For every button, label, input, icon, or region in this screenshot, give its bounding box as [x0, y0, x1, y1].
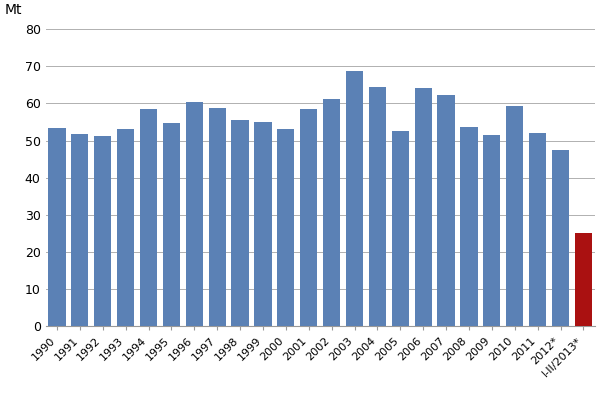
Bar: [529, 133, 546, 326]
Bar: [49, 128, 66, 326]
Bar: [300, 109, 317, 326]
Bar: [71, 134, 89, 326]
Bar: [415, 87, 432, 326]
Bar: [117, 130, 134, 326]
Bar: [506, 106, 523, 326]
Bar: [94, 136, 111, 326]
Bar: [483, 135, 500, 326]
Bar: [231, 120, 249, 326]
Bar: [438, 95, 455, 326]
Bar: [369, 87, 386, 326]
Bar: [392, 130, 409, 326]
Bar: [140, 109, 157, 326]
Bar: [346, 71, 363, 326]
Bar: [460, 127, 478, 326]
Bar: [163, 123, 180, 326]
Bar: [254, 122, 271, 326]
Bar: [323, 99, 340, 326]
Bar: [575, 233, 592, 326]
Bar: [277, 129, 294, 326]
Bar: [552, 150, 569, 326]
Bar: [186, 102, 203, 326]
Text: Mt: Mt: [4, 3, 22, 18]
Bar: [209, 108, 226, 326]
